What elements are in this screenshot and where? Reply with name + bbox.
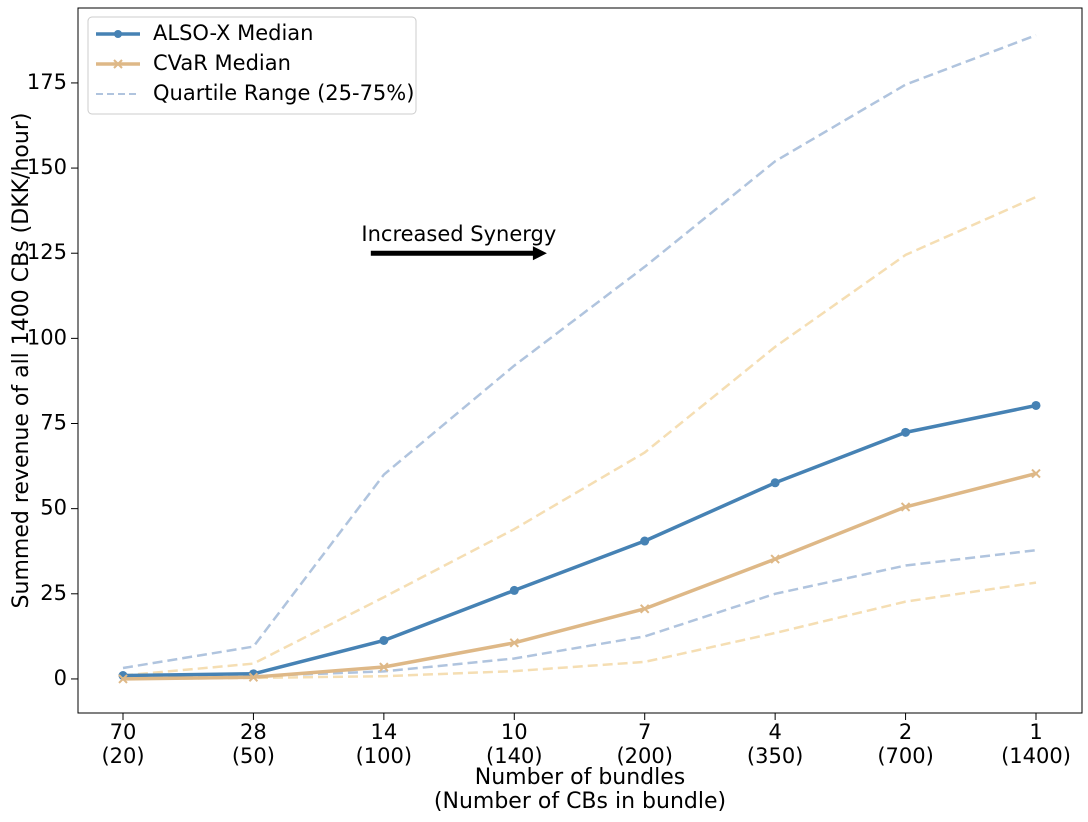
cvar-median-point [640,604,650,614]
series-layer [118,34,1041,684]
synergy-annotation: Increased Synergy [361,222,556,246]
x-tick-label: 7 (200) [616,720,672,768]
legend-box [87,16,417,115]
also-x-median-point [901,427,911,437]
x-tick-label: 70 (20) [101,720,144,768]
legend-entry: CVaR Median [96,51,291,75]
cvar-median-point [248,672,259,682]
also-x-median-point [509,585,519,595]
x-axis-label: Number of bundles (Number of CBs in bundl… [434,765,726,814]
y-tick-label: 50 [40,496,67,520]
x-tick-label: 2 (700) [877,720,933,768]
plot-frame [77,7,1083,714]
x-tick-label: 1 (1400) [1001,720,1071,768]
also-x-median-point [640,536,650,546]
cvar-median-point [118,674,128,684]
legend-label: Quartile Range (25-75%) [153,81,414,105]
legend-entry: ALSO-X Median [96,21,313,45]
also-x-median-point [379,635,389,645]
cvar-median-point [1031,468,1041,479]
also-x-median-line [121,403,1038,678]
legend-entry: Quartile Range (25-75%) [96,81,414,105]
quartile-line [122,581,1037,681]
cvar-median-line [121,471,1038,681]
y-tick-label: 150 [27,155,67,179]
legend-label: ALSO-X Median [153,21,313,45]
x-tick-label: 4 (350) [747,720,803,768]
also-x-median-point [1031,400,1041,410]
y-tick-label: 100 [27,325,67,349]
y-tick-label: 25 [40,581,67,605]
legend-label: CVaR Median [153,51,291,75]
y-tick-label: 0 [54,666,67,690]
legend: ALSO-X Median CVaR Median Quartile Range (… [87,16,417,115]
x-tick-label: 14 (100) [356,720,412,768]
x-tick-label: 10 (140) [486,720,542,768]
cvar-median-point [509,638,519,648]
annotation-layer: Increased Synergy [361,222,556,261]
y-tick-label: 175 [27,70,67,94]
synergy-arrow [370,246,547,261]
cvar-median-point [900,502,911,512]
cvar-median-point [770,554,780,564]
y-tick-label: 75 [40,411,67,435]
quartile-line [122,195,1037,677]
also-x-median-point [770,478,780,488]
y-tick-label: 125 [27,240,67,264]
cvar-median-point [379,662,389,672]
ticks-layer: 0 25 50 75 100 125 150 175 70 (20) 28 (50) 14 (100) 10… [27,70,1071,768]
y-axis-label: Summed revenue of all 1400 CBs (DKK/hour… [9,113,34,609]
quartile-line [122,34,1037,670]
x-tick-label: 28 (50) [232,720,275,768]
